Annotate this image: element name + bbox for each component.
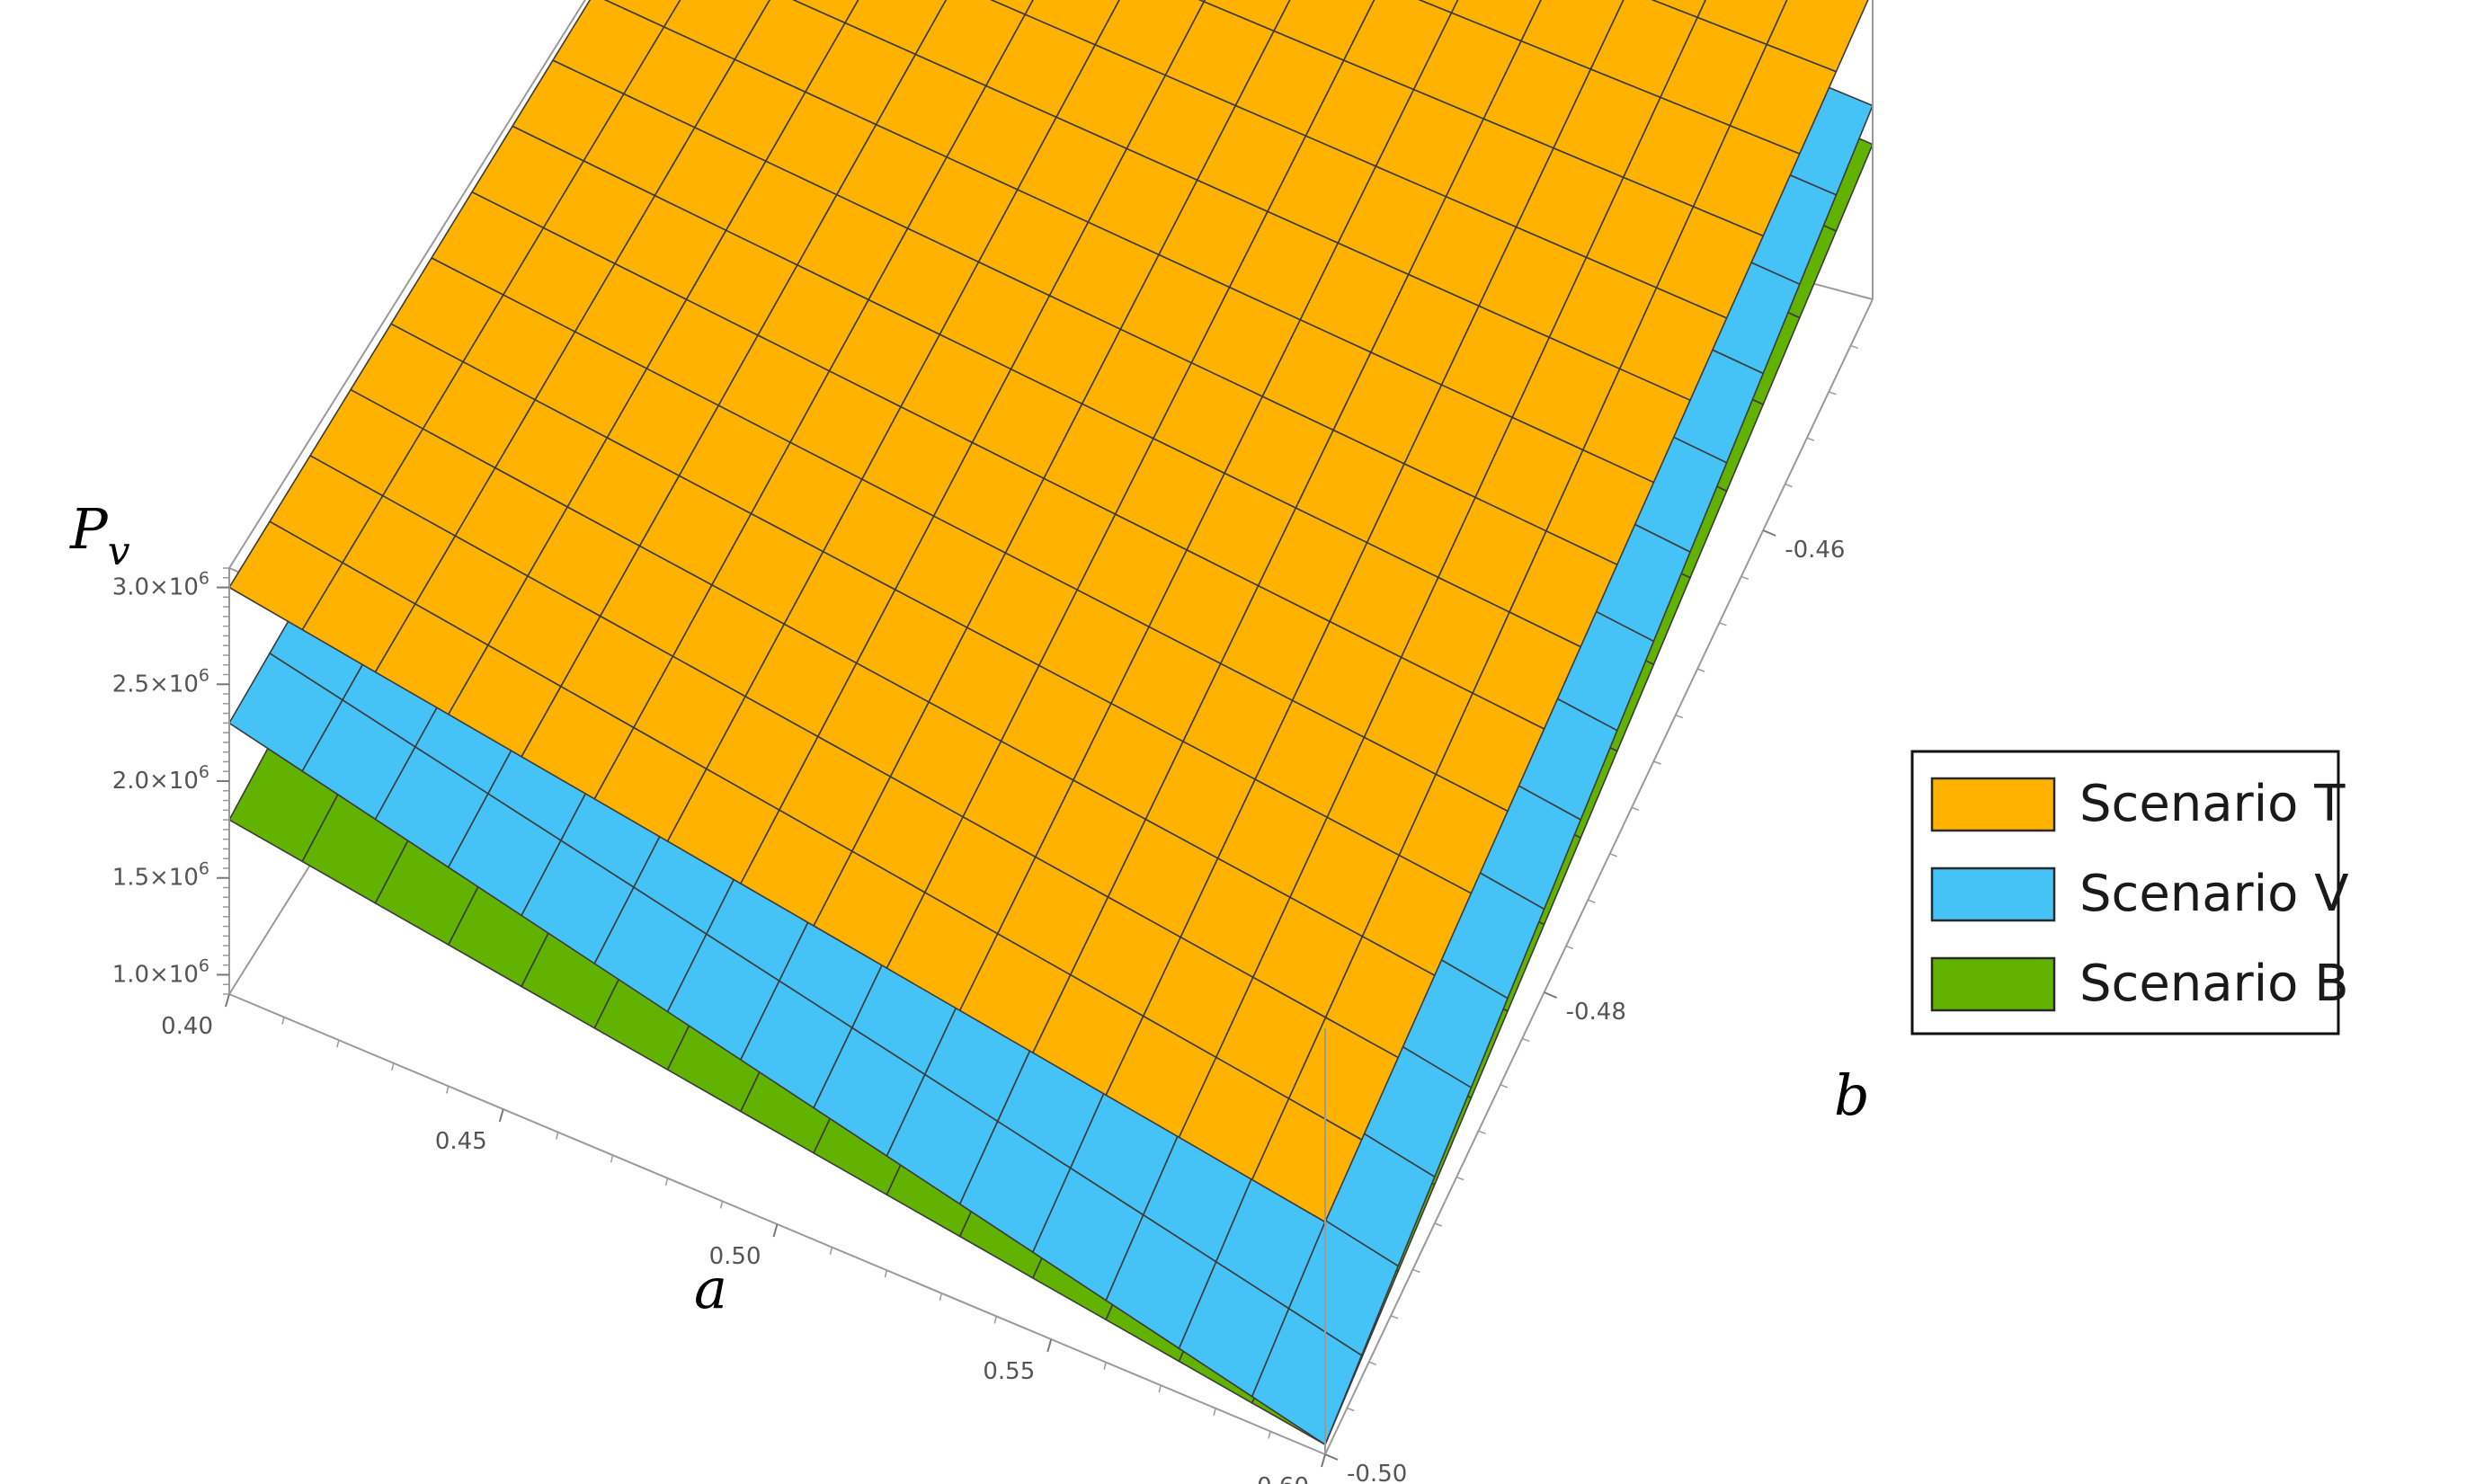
y-tick-mark — [1544, 991, 1557, 999]
box-edge-bottom-right — [1324, 298, 1874, 1455]
y-tick-label: -0.48 — [1566, 999, 1626, 1026]
x-tick-label: 0.40 — [161, 1013, 213, 1040]
surface-patch — [1251, 1097, 1363, 1223]
x-minor-tick — [336, 1040, 340, 1048]
y-minor-tick — [1478, 1130, 1486, 1134]
x-minor-tick — [610, 1155, 614, 1163]
y-minor-tick — [1565, 945, 1574, 950]
y-minor-tick — [1631, 806, 1640, 812]
z-tick-label: 2.5×106 — [112, 665, 209, 698]
z-tick-label: 2.0×106 — [112, 762, 209, 795]
x-tick-mark — [1321, 1453, 1326, 1468]
y-minor-tick — [1500, 1084, 1509, 1089]
y-minor-tick — [1696, 668, 1705, 672]
x-tick-mark — [772, 1223, 779, 1238]
y-minor-tick — [1434, 1222, 1443, 1227]
surface-patch — [1251, 1308, 1363, 1445]
y-minor-tick — [1347, 1407, 1355, 1412]
x-minor-tick — [391, 1062, 395, 1071]
x-minor-tick — [1268, 1431, 1271, 1439]
x-minor-tick — [719, 1201, 724, 1209]
z-axis-title-subscript: v — [108, 529, 130, 574]
y-minor-tick — [1806, 437, 1815, 441]
y-minor-tick — [1785, 483, 1793, 488]
legend-swatch — [1930, 956, 2056, 1012]
surfaces — [228, 0, 1874, 1445]
x-minor-tick — [1213, 1408, 1216, 1416]
y-minor-tick — [1675, 714, 1684, 719]
legend-swatch — [1930, 866, 2056, 922]
x-tick-label: 0.45 — [435, 1128, 487, 1155]
x-minor-tick — [993, 1316, 998, 1324]
z-tick-label: 1.5×106 — [112, 859, 209, 892]
legend-label: Scenario T — [2079, 775, 2346, 833]
y-minor-tick — [1829, 391, 1837, 395]
y-tick-mark — [1762, 529, 1776, 537]
y-minor-tick — [1390, 1315, 1399, 1320]
z-axis-title: Pv — [69, 496, 130, 574]
y-minor-tick — [1456, 1176, 1465, 1181]
z-tick-label: 1.0×106 — [112, 955, 209, 988]
x-tick-mark — [225, 993, 230, 1008]
y-minor-tick — [1412, 1268, 1420, 1274]
z-tick-label: 3.0×106 — [112, 569, 209, 601]
x-minor-tick — [664, 1177, 669, 1186]
y-minor-tick — [1741, 575, 1749, 581]
x-minor-tick — [1103, 1362, 1107, 1370]
y-tick-label: -0.50 — [1347, 1461, 1407, 1484]
y-minor-tick — [1609, 853, 1617, 858]
x-minor-tick — [939, 1293, 943, 1301]
y-axis-title: b — [1834, 1062, 1870, 1128]
legend: Scenario T Scenario V Scenario B — [1910, 750, 2349, 1035]
y-minor-tick — [1653, 760, 1661, 765]
box-edge-top-left — [228, 0, 586, 569]
legend-swatch — [1930, 777, 2056, 832]
x-tick-mark — [1046, 1338, 1053, 1353]
y-minor-tick — [1588, 899, 1596, 903]
x-minor-tick — [446, 1086, 450, 1094]
x-minor-tick — [555, 1132, 559, 1140]
x-tick-label: 0.55 — [983, 1358, 1035, 1385]
x-minor-tick — [829, 1247, 833, 1255]
x-minor-tick — [1158, 1385, 1162, 1393]
x-tick-label: 0.60 — [1257, 1473, 1309, 1484]
x-tick-mark — [498, 1108, 504, 1123]
x-minor-tick — [884, 1270, 888, 1278]
y-tick-label: -0.46 — [1785, 537, 1845, 564]
y-minor-tick — [1521, 1037, 1530, 1043]
axis-ticks: 0.40 0.45 0.50 0.55 0.60 -0.50 -0.48 -0.46 1.0×1… — [112, 344, 1858, 1484]
y-tick-mark — [1324, 1453, 1339, 1461]
legend-label: Scenario B — [2079, 955, 2349, 1013]
legend-label: Scenario V — [2079, 865, 2349, 923]
surface-scenario-t — [228, 0, 1869, 1223]
x-axis-title: a — [694, 1256, 727, 1321]
x-tick-label: 0.50 — [709, 1243, 761, 1270]
y-minor-tick — [1850, 344, 1858, 350]
x-minor-tick — [281, 1017, 285, 1025]
y-minor-tick — [1719, 622, 1727, 626]
y-minor-tick — [1368, 1361, 1376, 1365]
